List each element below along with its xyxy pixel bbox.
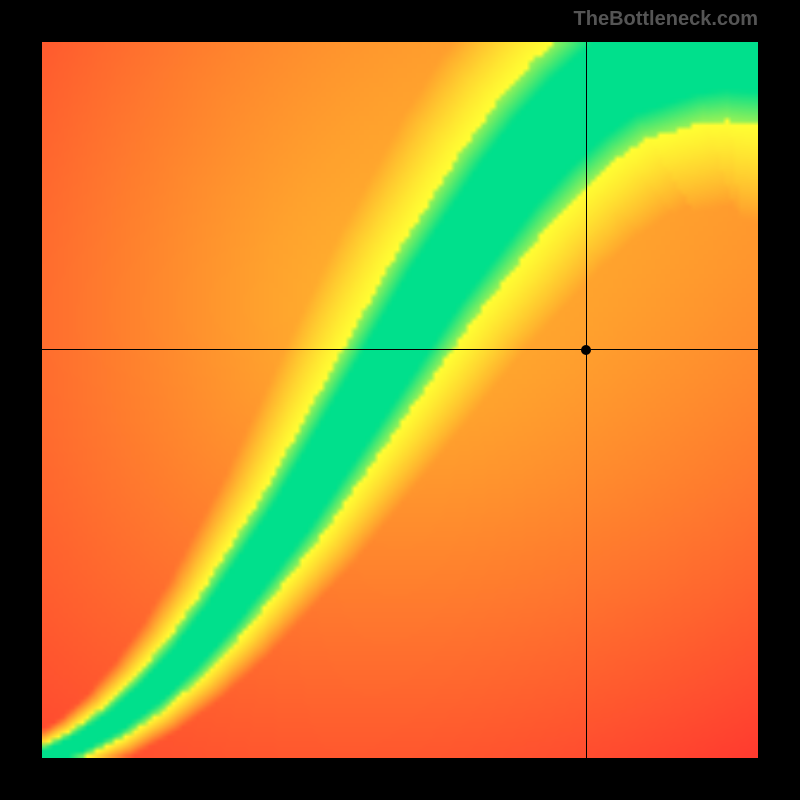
crosshair-dot xyxy=(581,345,591,355)
watermark-text: TheBottleneck.com xyxy=(574,8,758,31)
chart-container: { "type": "heatmap", "watermark": { "tex… xyxy=(0,0,800,800)
crosshair-horizontal xyxy=(42,349,758,350)
crosshair-vertical xyxy=(586,42,587,758)
heatmap-canvas xyxy=(42,42,758,758)
plot-area xyxy=(42,42,758,758)
